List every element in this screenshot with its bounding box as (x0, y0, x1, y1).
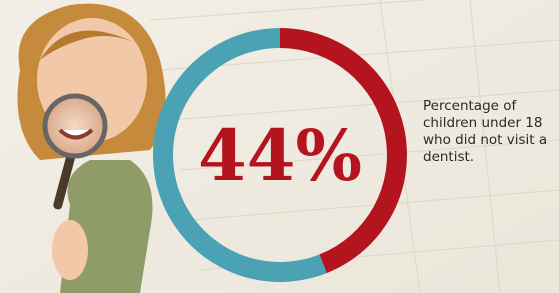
description: Percentage of children under 18 who did … (423, 98, 555, 166)
page: 44% Percentage of children under 18 who … (0, 0, 559, 293)
center-value-label: 44% (198, 114, 362, 197)
